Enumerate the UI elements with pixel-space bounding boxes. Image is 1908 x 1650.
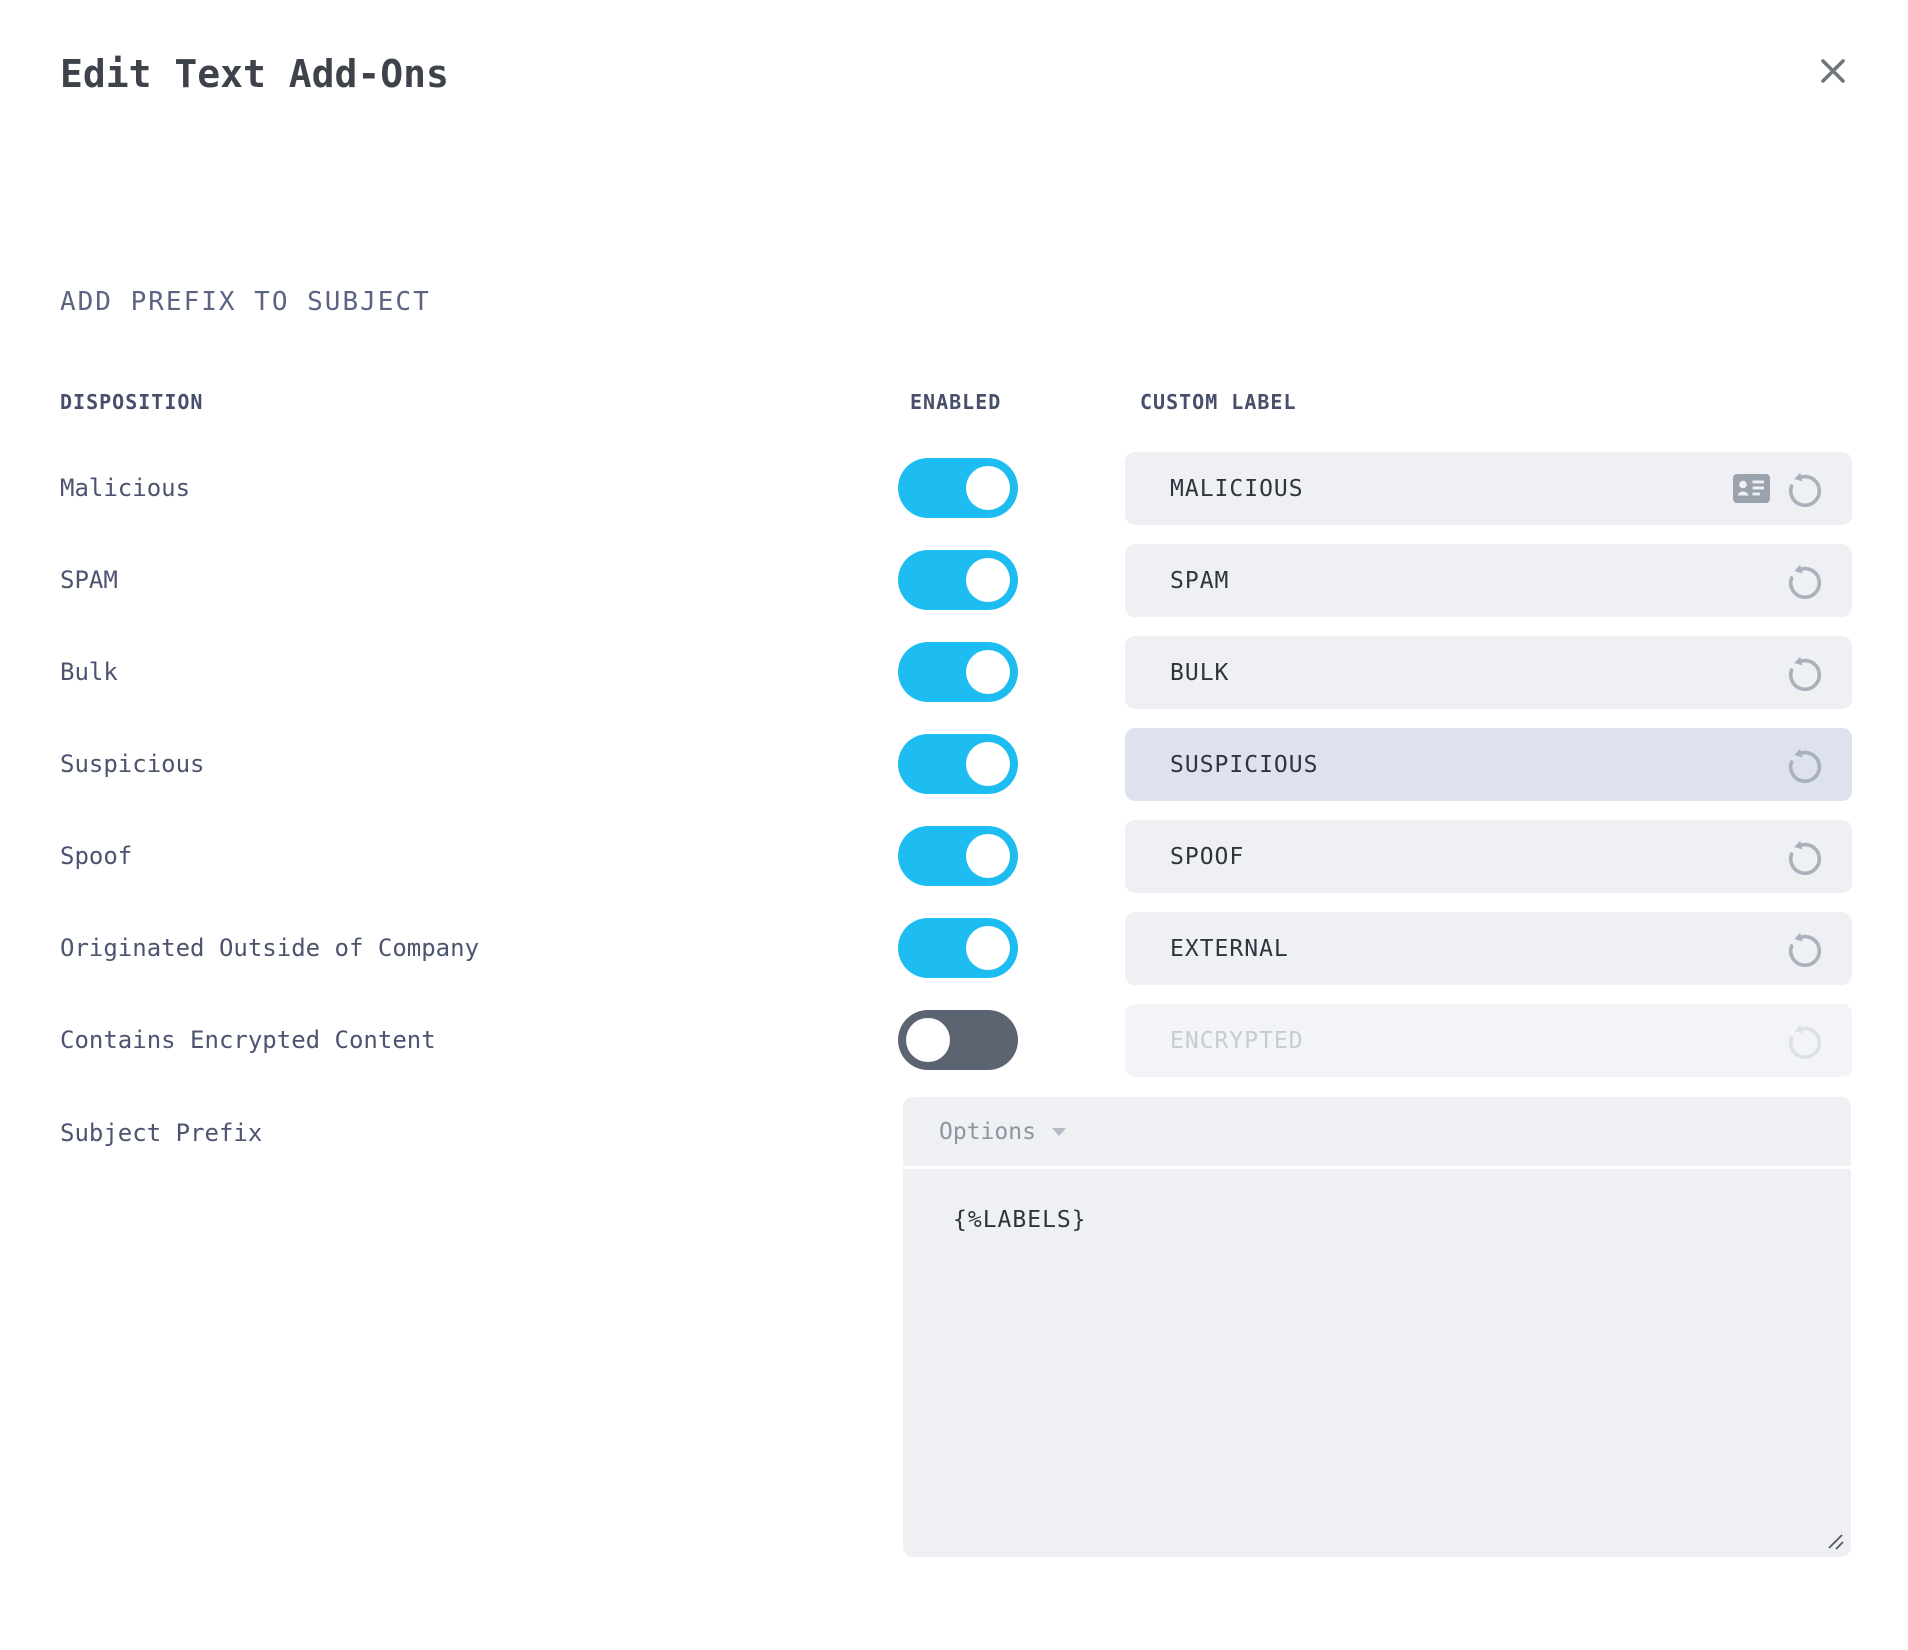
disposition-label: Bulk <box>60 658 118 686</box>
enabled-toggle[interactable] <box>898 734 1018 794</box>
toggle-knob <box>966 558 1010 602</box>
chevron-down-icon <box>1051 1127 1066 1136</box>
custom-label-value: SPOOF <box>1170 843 1245 870</box>
subject-prefix-textarea[interactable]: {%LABELS} <box>903 1169 1851 1557</box>
resize-handle[interactable] <box>1826 1532 1844 1550</box>
page-title: Edit Text Add-Ons <box>60 52 449 96</box>
table-row: Suspicious SUSPICIOUS <box>0 728 1908 801</box>
custom-label-input[interactable]: EXTERNAL <box>1125 912 1852 985</box>
close-icon <box>1821 59 1845 83</box>
section-heading: ADD PREFIX TO SUBJECT <box>60 287 431 317</box>
enabled-toggle[interactable] <box>898 826 1018 886</box>
custom-label-input[interactable]: SPOOF <box>1125 820 1852 893</box>
toggle-knob <box>966 650 1010 694</box>
reset-icon[interactable] <box>1784 468 1826 510</box>
reset-icon[interactable] <box>1784 1020 1826 1062</box>
reset-icon[interactable] <box>1784 560 1826 602</box>
enabled-toggle[interactable] <box>898 550 1018 610</box>
custom-label-input[interactable]: SUSPICIOUS <box>1125 728 1852 801</box>
enabled-toggle[interactable] <box>898 1010 1018 1070</box>
table-row: Contains Encrypted Content ENCRYPTED <box>0 1004 1908 1077</box>
disposition-label: Originated Outside of Company <box>60 934 480 962</box>
column-header-disposition: DISPOSITION <box>60 390 204 414</box>
table-row: Bulk BULK <box>0 636 1908 709</box>
table-row: Originated Outside of Company EXTERNAL <box>0 912 1908 985</box>
custom-label-input[interactable]: BULK <box>1125 636 1852 709</box>
options-dropdown-label: Options <box>939 1118 1036 1145</box>
custom-label-input[interactable]: MALICIOUS <box>1125 452 1852 525</box>
toggle-knob <box>966 466 1010 510</box>
reset-icon[interactable] <box>1784 836 1826 878</box>
toggle-knob <box>906 1018 950 1062</box>
custom-label-value: BULK <box>1170 659 1230 686</box>
custom-label-value: MALICIOUS <box>1170 475 1304 502</box>
custom-label-value: SPAM <box>1170 567 1230 594</box>
custom-label-input[interactable]: ENCRYPTED <box>1125 1004 1852 1077</box>
subject-prefix-label: Subject Prefix <box>60 1119 263 1147</box>
options-dropdown[interactable]: Options <box>903 1097 1851 1169</box>
table-row: Spoof SPOOF <box>0 820 1908 893</box>
table-row: SPAM SPAM <box>0 544 1908 617</box>
disposition-label: Spoof <box>60 842 133 870</box>
toggle-knob <box>966 926 1010 970</box>
enabled-toggle[interactable] <box>898 642 1018 702</box>
close-button[interactable] <box>1810 48 1856 94</box>
contact-card-icon[interactable] <box>1733 474 1770 503</box>
subject-prefix-value: {%LABELS} <box>953 1207 1087 1233</box>
disposition-label: SPAM <box>60 566 118 594</box>
reset-icon[interactable] <box>1784 744 1826 786</box>
custom-label-input[interactable]: SPAM <box>1125 544 1852 617</box>
enabled-toggle[interactable] <box>898 918 1018 978</box>
disposition-label: Contains Encrypted Content <box>60 1026 436 1054</box>
reset-icon[interactable] <box>1784 652 1826 694</box>
column-header-enabled: ENABLED <box>910 390 1002 414</box>
custom-label-value: SUSPICIOUS <box>1170 751 1319 778</box>
subject-prefix-panel: Options {%LABELS} <box>903 1097 1851 1557</box>
table-row: Subject Prefix <box>0 1097 1908 1169</box>
toggle-knob <box>966 742 1010 786</box>
enabled-toggle[interactable] <box>898 458 1018 518</box>
disposition-label: Suspicious <box>60 750 205 778</box>
custom-label-value: ENCRYPTED <box>1170 1027 1304 1054</box>
column-header-custom-label: CUSTOM LABEL <box>1140 390 1297 414</box>
disposition-label: Malicious <box>60 474 191 502</box>
reset-icon[interactable] <box>1784 928 1826 970</box>
table-row: Malicious MALICIOUS <box>0 452 1908 525</box>
custom-label-value: EXTERNAL <box>1170 935 1289 962</box>
toggle-knob <box>966 834 1010 878</box>
